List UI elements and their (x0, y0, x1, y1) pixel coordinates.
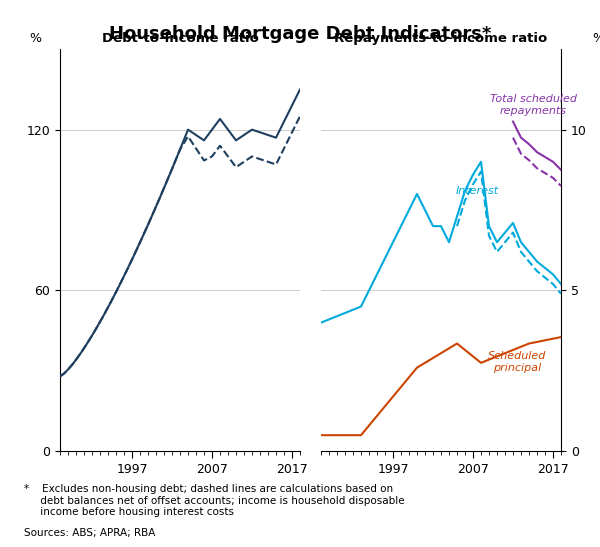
Text: %: % (592, 32, 600, 45)
Text: Sources: ABS; APRA; RBA: Sources: ABS; APRA; RBA (24, 528, 155, 538)
Text: Total scheduled
repayments: Total scheduled repayments (490, 94, 577, 115)
Text: Scheduled
principal: Scheduled principal (488, 351, 546, 373)
Title: Repayments-to-income ratio: Repayments-to-income ratio (334, 32, 548, 45)
Title: Debt-to-income ratio: Debt-to-income ratio (101, 32, 259, 45)
Text: *    Excludes non-housing debt; dashed lines are calculations based on
     debt: * Excludes non-housing debt; dashed line… (24, 484, 404, 517)
Text: Household Mortgage Debt Indicators*: Household Mortgage Debt Indicators* (109, 25, 491, 43)
Text: Interest: Interest (455, 186, 499, 196)
Text: %: % (29, 32, 41, 45)
